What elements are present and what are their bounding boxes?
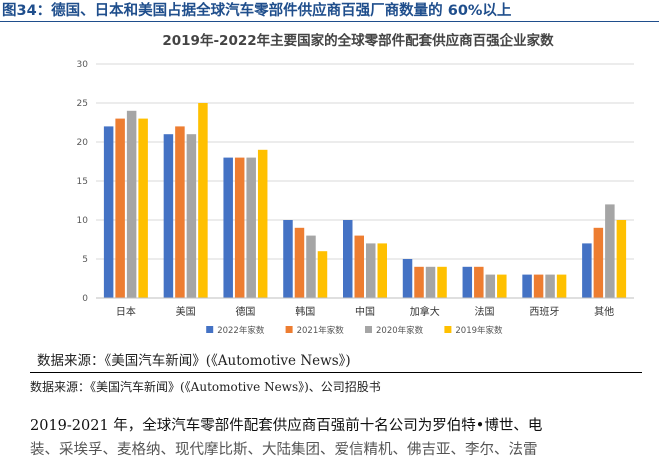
x-category-label: 其他: [594, 305, 614, 318]
bar: [138, 118, 148, 298]
bar: [198, 103, 208, 298]
legend-swatch: [285, 326, 293, 333]
legend-label: 2020年家数: [376, 325, 424, 336]
y-tick-label: 0: [82, 294, 88, 304]
bar: [294, 227, 305, 298]
bar: [317, 251, 328, 298]
bar: [616, 220, 627, 298]
bar: [582, 243, 592, 298]
divider: [30, 372, 642, 373]
bar: [366, 243, 376, 298]
bar: [556, 274, 567, 298]
y-tick-label: 15: [77, 177, 88, 187]
legend-swatch: [365, 326, 372, 333]
x-category-label: 加拿大: [410, 305, 440, 318]
bar: [402, 259, 413, 298]
bar: [522, 274, 532, 298]
legend-swatch: [206, 326, 214, 333]
body-line-1: 2019-2021 年，全球汽车零部件配套供应商百强前十名公司为罗伯特•博世、电: [30, 418, 543, 434]
figure-title: 图34：德国、日本和美国占据全球汽车零部件供应商百强厂商数量的 60%以上: [0, 0, 659, 22]
legend-label: 2019年家数: [455, 325, 503, 336]
bar: [126, 110, 137, 298]
legend: 2022年家数 2021年家数 2020年家数 2019年家数: [206, 325, 503, 336]
legend-label: 2022年家数: [217, 325, 265, 336]
bar: [246, 157, 256, 298]
bar: [115, 118, 125, 298]
bar: [462, 266, 473, 298]
y-tick-label: 5: [82, 255, 88, 265]
bar: [186, 134, 197, 298]
y-tick-label: 10: [77, 216, 89, 226]
bars: [103, 103, 627, 299]
bar: [283, 220, 293, 298]
body-line-2: 装、采埃孚、麦格纳、现代摩比斯、大陆集团、爱信精机、佛吉亚、李尔、法雷: [30, 442, 538, 458]
bar: [593, 227, 604, 298]
x-category-label: 中国: [355, 305, 375, 318]
bar: [474, 266, 484, 298]
legend-label: 2021年家数: [297, 325, 345, 336]
x-category-label: 西班牙: [529, 306, 559, 318]
bar: [306, 235, 316, 298]
body-paragraph: 2019-2021 年，全球汽车零部件配套供应商百强前十名公司为罗伯特•博世、电…: [30, 414, 642, 462]
source-note: 数据来源：《美国汽车新闻》(《Automotive News》)、公司招股书: [30, 380, 381, 394]
bar: [223, 157, 233, 298]
bar: [257, 149, 268, 298]
bar: [377, 243, 387, 298]
chart-title: 2019年-2022年主要国家的全球零部件配套供应商百强企业家数: [162, 32, 554, 49]
bar: [175, 126, 185, 299]
bar: [163, 134, 174, 298]
axes: 0 5 10 15 20 25 30 日本 美国 德国 韩国 中国 加拿大 法国 西班牙 其他: [77, 60, 634, 318]
x-category-label: 美国: [176, 305, 196, 318]
x-category-label: 法国: [475, 305, 495, 318]
x-category-label: 韩国: [295, 305, 315, 318]
bar-chart: 2019年-2022年主要国家的全球零部件配套供应商百强企业家数 0 5 10 15 2…: [72, 26, 644, 346]
bar: [103, 126, 114, 299]
y-tick-label: 25: [77, 99, 88, 109]
bar: [497, 274, 507, 298]
bar: [437, 266, 447, 298]
bar: [343, 220, 353, 298]
bar: [545, 274, 555, 298]
bar: [425, 266, 436, 298]
y-tick-label: 30: [77, 60, 89, 70]
bar: [414, 266, 424, 298]
chart-source-note: 数据来源：《美国汽车新闻》(《Automotive News》): [37, 353, 351, 369]
y-tick-label: 20: [77, 138, 89, 148]
legend-swatch: [444, 326, 452, 333]
bar: [354, 235, 364, 298]
bar: [234, 157, 245, 298]
bar: [605, 204, 615, 298]
bar: [533, 274, 544, 298]
x-category-label: 日本: [116, 305, 136, 318]
gridlines: [96, 63, 634, 260]
x-category-label: 德国: [235, 305, 255, 318]
bar: [485, 274, 496, 298]
chart-canvas: 2019年-2022年主要国家的全球零部件配套供应商百强企业家数 0 5 10 15 2…: [77, 32, 634, 336]
